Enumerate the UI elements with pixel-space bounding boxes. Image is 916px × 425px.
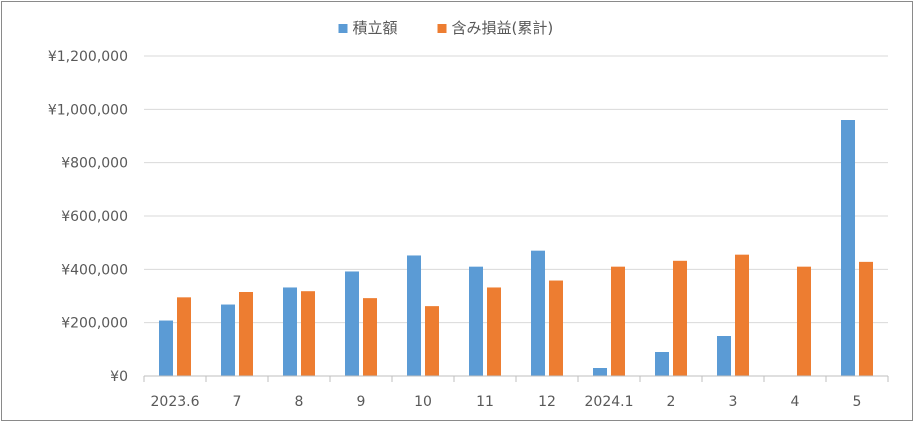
x-tick-label: 2023.6 — [151, 394, 200, 410]
bar-series1 — [841, 120, 855, 376]
y-axis-tick-labels: ¥0 ¥200,000 ¥400,000 ¥600,000 ¥800,000 ¥1,000… — [48, 49, 128, 385]
x-tick-label: 5 — [853, 394, 862, 410]
x-tick-label: 2024.1 — [585, 394, 634, 410]
bar-series1 — [717, 336, 731, 376]
bar-series1 — [221, 304, 235, 376]
x-tick-label: 4 — [791, 394, 800, 410]
x-tick-label: 9 — [357, 394, 366, 410]
bar-series2 — [363, 298, 377, 376]
legend-label: 含み損益(累計) — [452, 19, 554, 37]
bar-series1 — [593, 368, 607, 376]
bar-series2 — [301, 291, 315, 376]
bar-series2 — [673, 260, 687, 376]
bar-series1 — [345, 271, 359, 376]
bar-series1 — [159, 320, 173, 376]
bar-series1 — [469, 266, 483, 376]
bar-series2 — [859, 261, 873, 376]
bar-series2 — [177, 297, 191, 376]
bar-series2 — [239, 292, 253, 376]
x-tick-label: 12 — [538, 394, 556, 410]
bar-series2 — [611, 266, 625, 376]
bar-series2 — [735, 254, 749, 376]
legend-swatch — [437, 24, 447, 33]
legend-swatch — [338, 24, 348, 33]
legend: 積立額 含み損益(累計) — [338, 19, 554, 37]
legend-label: 積立額 — [353, 19, 398, 37]
x-tick-label: 3 — [729, 394, 738, 410]
bar-series2 — [425, 306, 439, 376]
bar-series2 — [487, 287, 501, 376]
y-tick-label: ¥1,200,000 — [48, 49, 128, 65]
gridlines — [144, 55, 888, 324]
bar-series1 — [283, 287, 297, 376]
x-tick-label: 10 — [414, 394, 432, 410]
y-tick-label: ¥200,000 — [61, 316, 128, 332]
bars — [159, 120, 873, 376]
x-tick-label: 11 — [476, 394, 494, 410]
bar-series1 — [655, 352, 669, 376]
y-tick-label: ¥800,000 — [61, 156, 128, 172]
y-tick-label: ¥1,000,000 — [48, 102, 128, 118]
bar-series1 — [531, 250, 545, 376]
x-axis — [143, 375, 889, 382]
x-axis-tick-labels: 2023.6 7 8 9 10 11 12 2024.1 2 3 4 5 — [151, 394, 862, 410]
x-tick-label: 8 — [295, 394, 304, 410]
bar-series2 — [797, 266, 811, 376]
bar-series1 — [407, 255, 421, 376]
y-tick-label: ¥0 — [110, 369, 128, 385]
x-tick-label: 7 — [233, 394, 242, 410]
y-tick-label: ¥600,000 — [61, 209, 128, 225]
x-tick-label: 2 — [667, 394, 676, 410]
y-tick-label: ¥400,000 — [61, 262, 128, 278]
bar-series2 — [549, 280, 563, 376]
